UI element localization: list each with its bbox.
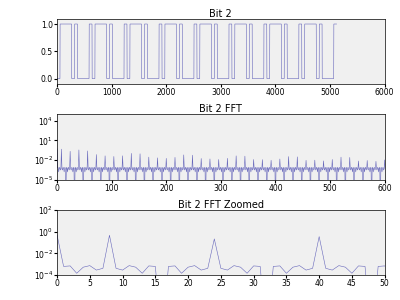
Title: Bit 2 FFT: Bit 2 FFT xyxy=(200,104,242,114)
Title: Bit 2: Bit 2 xyxy=(210,9,232,19)
Title: Bit 2 FFT Zoomed: Bit 2 FFT Zoomed xyxy=(178,200,264,210)
